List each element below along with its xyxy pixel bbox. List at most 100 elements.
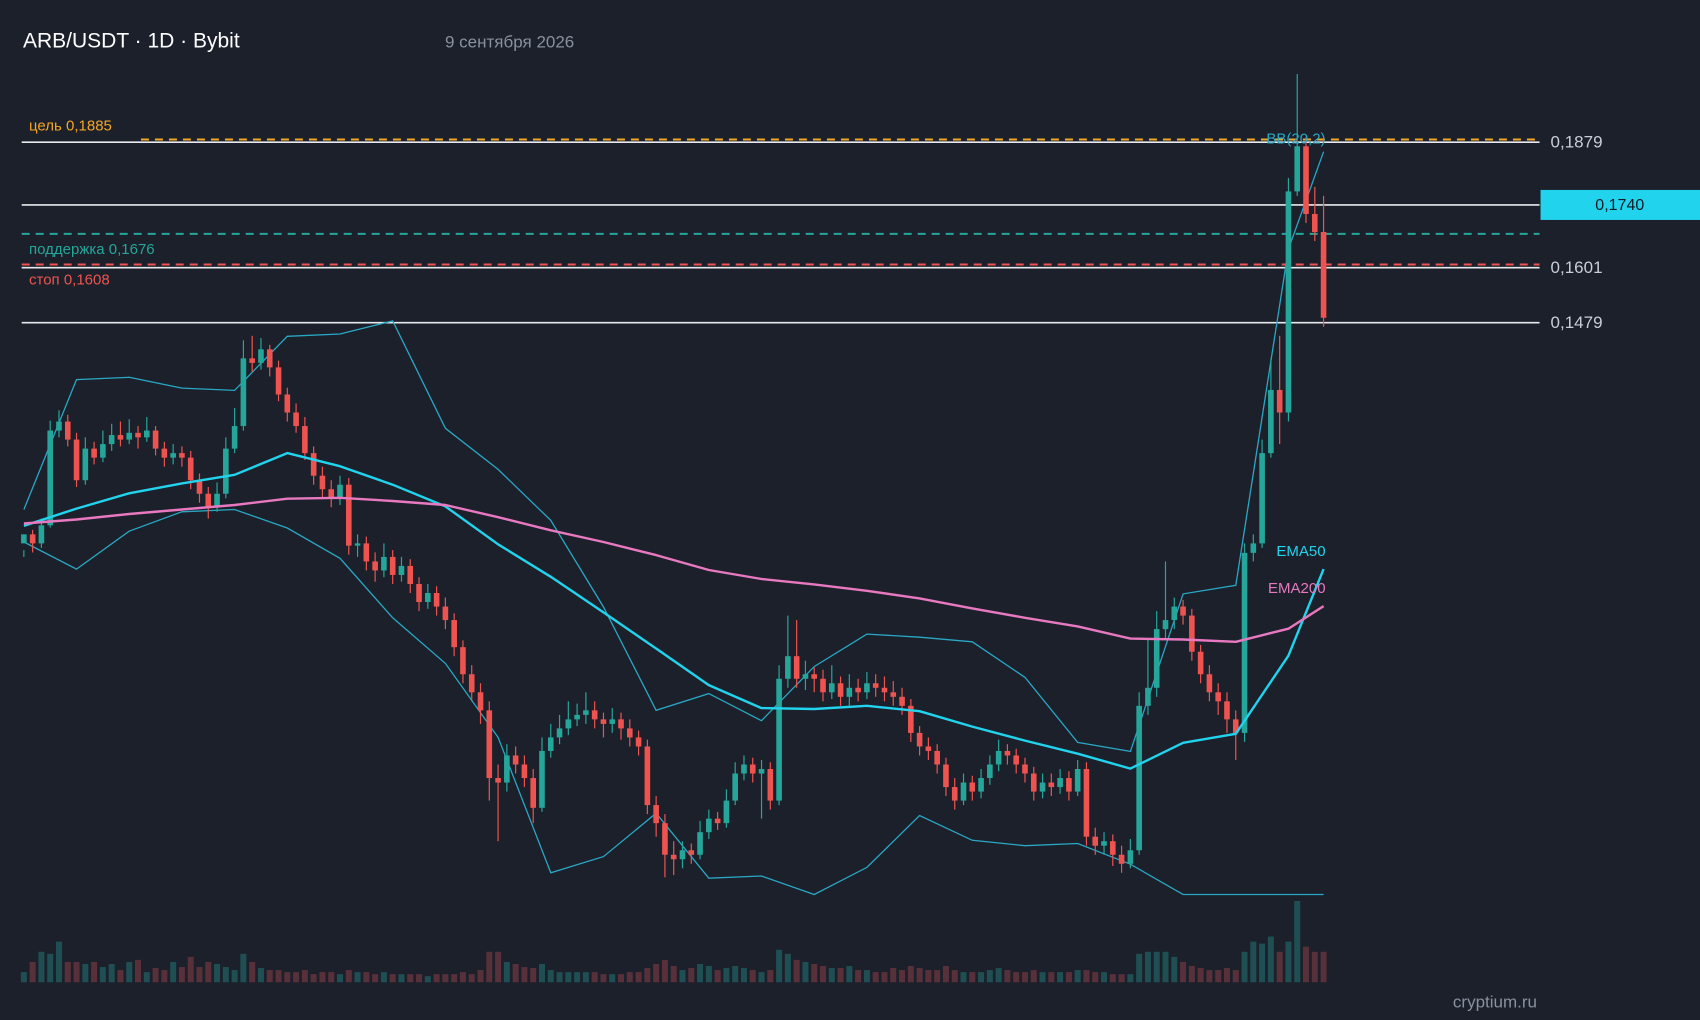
- volume-bar: [1136, 953, 1143, 983]
- volume-bar: [661, 959, 668, 983]
- volume-bar: [38, 951, 45, 983]
- candle-body: [214, 493, 220, 508]
- volume-bar: [1215, 970, 1222, 983]
- volume-bar: [442, 974, 449, 983]
- candle-body: [565, 719, 572, 729]
- candle-body: [451, 620, 457, 648]
- volume-bar: [1048, 972, 1055, 983]
- candle-body: [785, 656, 791, 679]
- volume-bar: [618, 974, 625, 983]
- candle-body: [925, 746, 932, 751]
- volume-bar: [1223, 968, 1230, 983]
- volume-bar: [1109, 974, 1116, 983]
- candle-body: [618, 719, 624, 729]
- candle-body: [152, 430, 159, 449]
- candle-body: [1268, 389, 1274, 454]
- candle-body: [600, 719, 607, 724]
- candle-body: [328, 489, 335, 499]
- candle-body: [1039, 782, 1046, 792]
- volume-bar: [538, 963, 545, 983]
- volume-bar: [495, 951, 502, 983]
- volume-bar: [600, 974, 607, 983]
- volume-bar: [407, 974, 414, 983]
- y-tick-label: 0,1479: [1551, 313, 1603, 332]
- candle-body: [486, 710, 493, 779]
- candle-body: [1004, 750, 1011, 756]
- volume-bar: [1188, 966, 1195, 983]
- volume-bar: [196, 967, 203, 983]
- candle-body: [1259, 453, 1265, 544]
- volume-bar: [837, 968, 844, 983]
- volume-bar: [863, 970, 870, 983]
- candle-body: [1294, 146, 1301, 192]
- candle-body: [1101, 841, 1107, 846]
- volume-bar: [1118, 974, 1125, 983]
- volume-bar: [1127, 974, 1134, 983]
- volume-bar: [459, 972, 466, 983]
- candle-body: [161, 448, 168, 458]
- volume-bar: [249, 961, 256, 983]
- candle-body: [266, 349, 273, 368]
- volume-bar: [1057, 972, 1064, 983]
- candle-body: [310, 453, 317, 476]
- candle-body: [416, 583, 422, 603]
- candle-body: [890, 692, 897, 697]
- line-label: EMA200: [1268, 580, 1326, 597]
- volume-bar: [231, 970, 238, 983]
- candle-body: [468, 674, 475, 693]
- candle-body: [223, 448, 229, 494]
- candle-body: [389, 556, 396, 575]
- volume-bar: [55, 941, 62, 983]
- candle-body: [1180, 606, 1186, 616]
- volume-bar: [670, 966, 677, 983]
- chart-title: ARB/USDT · 1D · Bybit: [23, 30, 240, 53]
- y-tick-label: 0,1879: [1551, 133, 1603, 152]
- volume-bar: [47, 953, 54, 983]
- candle-body: [1118, 854, 1125, 864]
- volume-bar: [345, 970, 352, 983]
- volume-bar: [1259, 943, 1266, 983]
- volume-bar: [468, 974, 475, 983]
- candle-body: [240, 358, 247, 427]
- candle-body: [978, 778, 984, 792]
- candle-body: [1022, 764, 1028, 774]
- candle-body: [1224, 701, 1230, 720]
- volume-bar: [802, 961, 809, 983]
- candle-body: [1232, 719, 1239, 733]
- volume-bar: [969, 972, 976, 983]
- candle-body: [1066, 778, 1072, 792]
- candle-body: [275, 367, 282, 395]
- volume-bar: [310, 974, 317, 983]
- volume-bar: [872, 972, 879, 983]
- line-label: EMA50: [1276, 543, 1325, 560]
- candle-body: [547, 737, 554, 751]
- candle-body: [1127, 850, 1134, 864]
- volume-bar: [398, 974, 405, 983]
- candle-body: [1030, 773, 1037, 792]
- candle-body: [126, 432, 133, 440]
- volume-bar: [705, 966, 712, 983]
- volume-bar: [328, 972, 335, 983]
- candle-body: [231, 426, 238, 449]
- candle-body: [143, 430, 150, 438]
- candle-body: [556, 728, 563, 738]
- chart-subtitle: 9 сентября 2026: [445, 32, 574, 51]
- candle-body: [855, 687, 861, 693]
- candle-body: [302, 426, 308, 454]
- candle-body: [21, 534, 27, 544]
- candle-body: [706, 818, 712, 833]
- volume-bar: [1303, 946, 1310, 983]
- candle-body: [108, 435, 115, 445]
- volume-bar: [178, 967, 185, 983]
- candle-body: [776, 678, 782, 801]
- candle-body: [864, 683, 870, 693]
- candle-body: [688, 850, 695, 855]
- volume-bar: [1153, 951, 1160, 983]
- candle-body: [723, 800, 730, 824]
- volume-bar: [811, 963, 818, 983]
- candle-body: [767, 769, 774, 801]
- candle-body: [442, 606, 449, 621]
- volume-bar: [20, 972, 27, 983]
- candle-body: [644, 746, 651, 806]
- volume-bar: [29, 961, 36, 983]
